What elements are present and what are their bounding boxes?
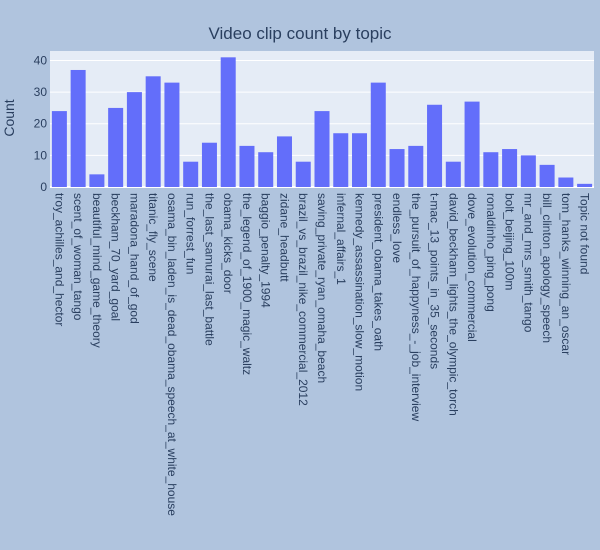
x-tick-label: the_pursuit_of_happyness_-_job_interview xyxy=(409,193,423,421)
bar[interactable] xyxy=(539,164,555,187)
bar[interactable] xyxy=(352,133,368,187)
bar[interactable] xyxy=(276,136,292,187)
bar[interactable] xyxy=(51,111,67,187)
y-tick-label: 20 xyxy=(34,117,48,131)
x-tick-label: troy_achilles_and_hector xyxy=(52,193,66,326)
x-tick-label: infernal_affairs_1 xyxy=(334,193,348,285)
x-tick-label: baggio_penalty_1994 xyxy=(259,193,273,308)
x-tick-label: the_last_samurai_last_battle xyxy=(202,193,216,346)
x-tick-label: mr_and_mrs_smith_tango xyxy=(521,193,535,333)
x-tick-label: obama_kicks_door xyxy=(221,193,235,294)
bar[interactable] xyxy=(314,111,330,187)
x-tick-label: david_beckham_lights_the_olympic_torch xyxy=(446,193,460,416)
bar[interactable] xyxy=(370,82,386,187)
bar[interactable] xyxy=(220,57,236,188)
x-tick-label: dove_evolution_commercial xyxy=(465,193,479,342)
bar[interactable] xyxy=(295,161,311,187)
bar[interactable] xyxy=(89,174,105,187)
bar[interactable] xyxy=(126,92,142,187)
y-axis-ticks: 0 10 20 30 40 xyxy=(34,53,48,194)
x-tick-label: the_legend_of_1900_magic_waltz xyxy=(240,193,254,375)
bar[interactable] xyxy=(239,145,255,187)
bar[interactable] xyxy=(183,161,199,187)
bar[interactable] xyxy=(389,149,405,187)
x-axis-ticks: troy_achilles_and_hector scent_of_woman_t… xyxy=(52,193,591,516)
x-tick-label: run_forrest_fun xyxy=(184,193,198,274)
y-tick-label: 0 xyxy=(40,180,47,194)
bar[interactable] xyxy=(577,183,593,187)
bar[interactable] xyxy=(427,104,443,187)
bar[interactable] xyxy=(108,107,124,187)
bar[interactable] xyxy=(464,101,480,187)
bar[interactable] xyxy=(258,152,274,187)
x-tick-label: tom_hanks_winning_an_oscar xyxy=(559,193,573,355)
x-tick-label: maradona_hand_of_god xyxy=(127,193,141,324)
bar[interactable] xyxy=(164,82,180,187)
bar[interactable] xyxy=(408,145,424,187)
bar[interactable] xyxy=(145,76,161,187)
x-tick-label: kennedy_assassination_slow_motion xyxy=(353,193,367,391)
bar[interactable] xyxy=(201,142,217,187)
x-tick-label: saving_private_ryan_omaha_beach xyxy=(315,193,329,383)
x-tick-label: president_obama_takes_oath xyxy=(371,193,385,351)
bar[interactable] xyxy=(445,161,461,187)
chart-title: Video clip count by topic xyxy=(208,24,392,43)
bar[interactable] xyxy=(333,133,349,187)
x-tick-label: beautiful_mind_game_theory xyxy=(90,193,104,348)
bar[interactable] xyxy=(70,69,86,187)
y-axis-label: Count xyxy=(1,99,17,136)
x-tick-label: t-mac_13_points_in_35_seconds xyxy=(428,193,442,369)
bar[interactable] xyxy=(483,152,499,187)
x-tick-label: beckham_70_yard_goal xyxy=(109,193,123,321)
x-tick-label: osama_bin_laden_is_dead_obama_speech_at_… xyxy=(165,193,179,516)
bar[interactable] xyxy=(520,155,536,187)
x-tick-label: bill_clinton_apology_speech xyxy=(540,193,554,343)
y-tick-label: 10 xyxy=(34,148,48,162)
x-tick-label: bolt_beijing_100m xyxy=(503,193,517,290)
bar[interactable] xyxy=(502,149,518,187)
x-tick-label: brazil_vs_brazil_nike_commercial_2012 xyxy=(296,193,310,406)
x-tick-label: ronaldinho_ping_pong xyxy=(484,193,498,312)
x-tick-label: Topic not found xyxy=(578,193,592,274)
bar[interactable] xyxy=(558,177,574,187)
x-tick-label: scent_of_woman_tango xyxy=(71,193,85,321)
x-tick-label: zidane_headbutt xyxy=(277,193,291,282)
y-tick-label: 30 xyxy=(34,85,48,99)
x-tick-label: titanic_fly_scene xyxy=(146,193,160,282)
x-tick-label: endless_love xyxy=(390,193,404,263)
y-tick-label: 40 xyxy=(34,53,48,67)
bars xyxy=(51,57,593,188)
